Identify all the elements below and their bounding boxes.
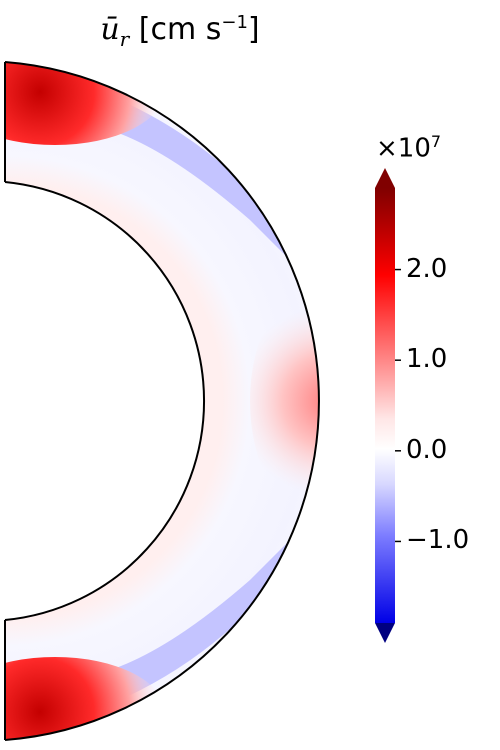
colorbar-multiplier-exp: 7 [430,132,442,151]
title-close: ] [247,12,260,47]
title-unit: [cm s [138,12,222,47]
colorbar-top-extend [375,168,395,188]
colorbar-multiplier-base: ×10 [376,133,431,164]
colorbar-tick-label-3: −1.0 [406,525,470,556]
colorbar-bottom-extend [375,623,395,643]
chart-title: ūr [cm s−1] [60,12,300,51]
title-exponent: −1 [221,12,248,33]
velocity-field [5,62,319,740]
colorbar-tick-label-2: 0.0 [406,434,448,465]
colorbar-body [375,188,395,623]
colorbar [375,168,401,643]
title-subscript: r [119,27,130,51]
colorbar-tick-label-1: 1.0 [406,344,448,375]
inner-boundary [4,181,205,621]
colorbar-multiplier: ×107 [376,132,441,164]
outer-boundary [4,61,320,741]
colorbar-tick-label-0: 2.0 [406,253,448,284]
title-symbol: ū [100,12,120,47]
colorbar-ticks [395,268,401,543]
